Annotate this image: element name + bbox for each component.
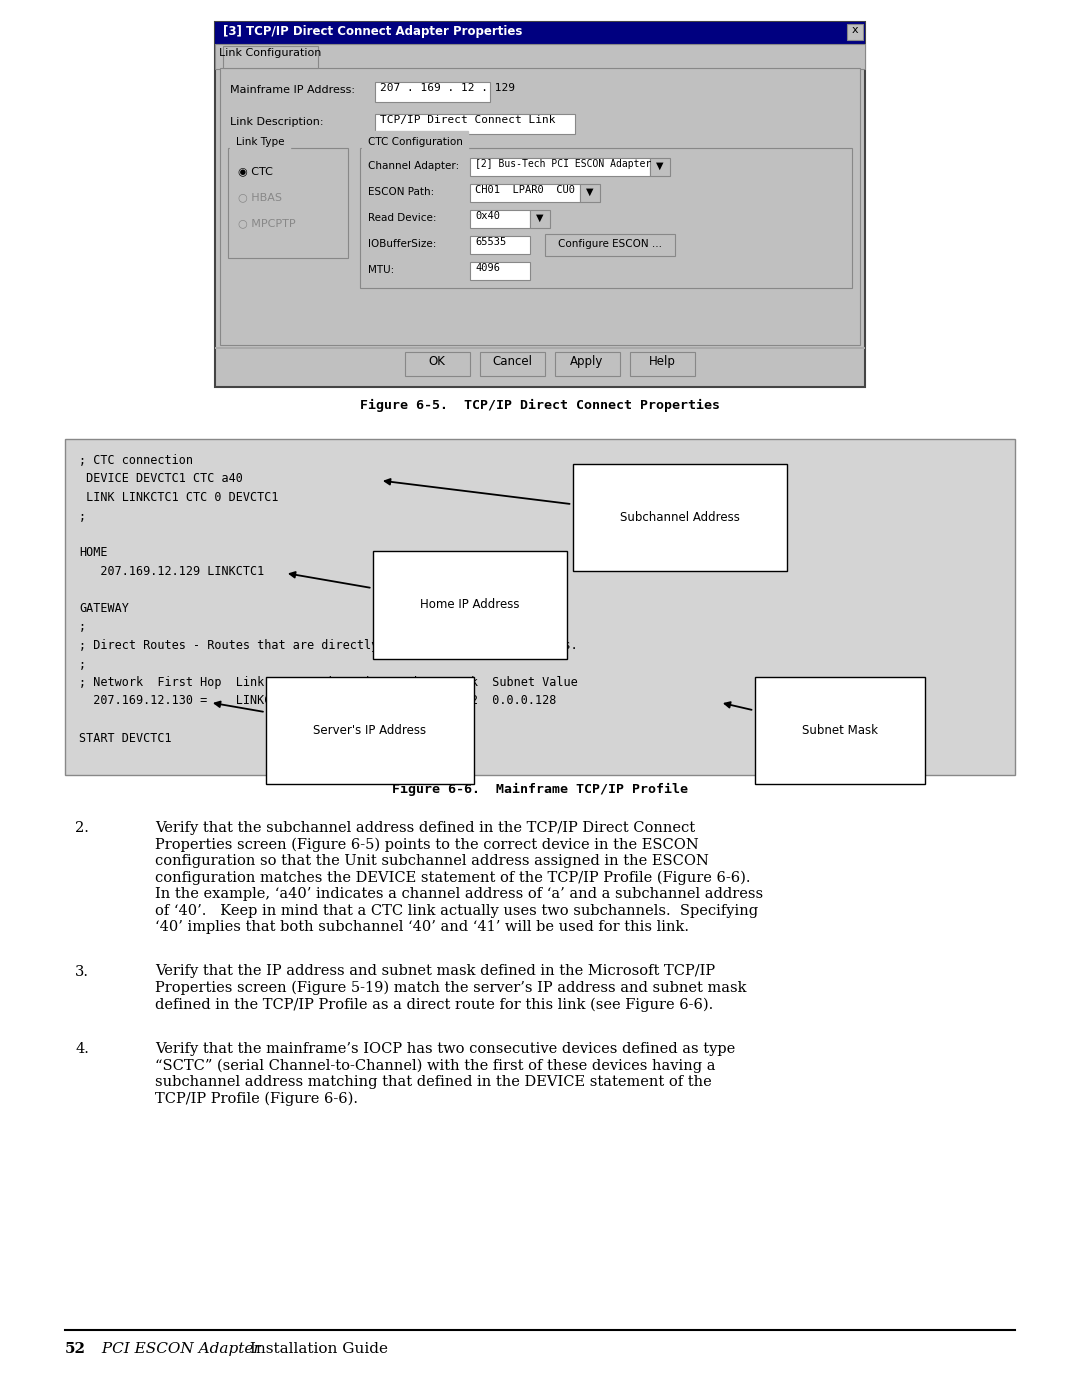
Text: OK: OK bbox=[429, 355, 445, 367]
Text: ;: ; bbox=[79, 620, 86, 633]
Text: Subchannel Address: Subchannel Address bbox=[384, 479, 740, 524]
Bar bbox=[215, 22, 865, 43]
Bar bbox=[470, 263, 530, 279]
Text: 207.169.12.129 LINKCTC1: 207.169.12.129 LINKCTC1 bbox=[79, 564, 265, 578]
Text: Channel Adapter:: Channel Adapter: bbox=[368, 161, 459, 170]
Text: ;: ; bbox=[79, 658, 86, 671]
Text: Help: Help bbox=[649, 355, 675, 367]
Bar bbox=[470, 158, 650, 176]
Bar bbox=[630, 352, 696, 376]
Text: Server's IP Address: Server's IP Address bbox=[215, 701, 427, 736]
Text: 65535: 65535 bbox=[475, 237, 507, 247]
Bar bbox=[470, 184, 580, 203]
Text: ; CTC connection: ; CTC connection bbox=[79, 454, 193, 467]
Text: ‘40’ implies that both subchannel ‘40’ and ‘41’ will be used for this link.: ‘40’ implies that both subchannel ‘40’ a… bbox=[156, 921, 689, 935]
Text: Link Description:: Link Description: bbox=[230, 117, 324, 127]
Text: Configure ESCON ...: Configure ESCON ... bbox=[558, 239, 662, 249]
Text: ○ MPCPTP: ○ MPCPTP bbox=[238, 218, 296, 228]
Bar bbox=[215, 346, 865, 349]
Text: [2] Bus-Tech PCI ESCON Adapter: [2] Bus-Tech PCI ESCON Adapter bbox=[475, 159, 651, 169]
Text: of ‘40’.   Keep in mind that a CTC link actually uses two subchannels.  Specifyi: of ‘40’. Keep in mind that a CTC link ac… bbox=[156, 904, 758, 918]
Text: ▼: ▼ bbox=[537, 212, 543, 224]
Text: 3.: 3. bbox=[75, 964, 89, 978]
Text: MTU:: MTU: bbox=[368, 265, 394, 275]
Bar bbox=[375, 82, 490, 102]
Text: TCP/IP Direct Connect Link: TCP/IP Direct Connect Link bbox=[380, 115, 555, 124]
Text: ; Direct Routes - Routes that are directly connected to my interfaces.: ; Direct Routes - Routes that are direct… bbox=[79, 638, 578, 652]
Text: Figure 6-6.  Mainframe TCP/IP Profile: Figure 6-6. Mainframe TCP/IP Profile bbox=[392, 782, 688, 796]
Bar bbox=[470, 236, 530, 254]
Text: GATEWAY: GATEWAY bbox=[79, 602, 129, 615]
Bar bbox=[215, 22, 865, 387]
Text: Installation Guide: Installation Guide bbox=[245, 1343, 388, 1356]
Text: configuration so that the Unit subchannel address assigned in the ESCON: configuration so that the Unit subchanne… bbox=[156, 854, 708, 868]
Text: Mainframe IP Address:: Mainframe IP Address: bbox=[230, 85, 355, 95]
Text: ▼: ▼ bbox=[586, 187, 594, 197]
Text: 4096: 4096 bbox=[475, 263, 500, 272]
Text: x: x bbox=[852, 25, 859, 35]
Bar bbox=[375, 115, 575, 134]
Text: Cancel: Cancel bbox=[492, 355, 532, 367]
Text: HOME: HOME bbox=[79, 546, 108, 560]
Text: ;: ; bbox=[79, 510, 86, 522]
Bar bbox=[65, 439, 1015, 775]
Text: Read Device:: Read Device: bbox=[368, 212, 436, 224]
Text: In the example, ‘a40’ indicates a channel address of ‘a’ and a subchannel addres: In the example, ‘a40’ indicates a channe… bbox=[156, 887, 764, 901]
Text: 52: 52 bbox=[65, 1343, 86, 1356]
Bar bbox=[555, 352, 620, 376]
Text: Link Configuration: Link Configuration bbox=[219, 47, 321, 59]
Text: 2.: 2. bbox=[75, 821, 89, 835]
Text: PCI ESCON Adapter: PCI ESCON Adapter bbox=[97, 1343, 260, 1356]
Bar bbox=[215, 43, 865, 68]
Text: TCP/IP Profile (Figure 6-6).: TCP/IP Profile (Figure 6-6). bbox=[156, 1091, 357, 1106]
Bar bbox=[530, 210, 550, 228]
Text: configuration matches the DEVICE statement of the TCP/IP Profile (Figure 6-6).: configuration matches the DEVICE stateme… bbox=[156, 870, 751, 884]
Text: 4.: 4. bbox=[75, 1042, 89, 1056]
Text: ▼: ▼ bbox=[657, 161, 664, 170]
Bar bbox=[470, 210, 530, 228]
Bar bbox=[480, 352, 545, 376]
Text: Properties screen (Figure 6-5) points to the correct device in the ESCON: Properties screen (Figure 6-5) points to… bbox=[156, 837, 699, 852]
Text: ○ HBAS: ○ HBAS bbox=[238, 191, 282, 203]
Text: ESCON Path:: ESCON Path: bbox=[368, 187, 434, 197]
Bar bbox=[580, 184, 600, 203]
Bar bbox=[228, 148, 348, 258]
Text: START DEVCTC1: START DEVCTC1 bbox=[79, 732, 172, 745]
Text: Properties screen (Figure 5-19) match the server’s IP address and subnet mask: Properties screen (Figure 5-19) match th… bbox=[156, 981, 746, 996]
Text: Home IP Address: Home IP Address bbox=[289, 571, 519, 612]
Text: LINK LINKCTC1 CTC 0 DEVCTC1: LINK LINKCTC1 CTC 0 DEVCTC1 bbox=[79, 490, 279, 504]
Text: IOBufferSize:: IOBufferSize: bbox=[368, 239, 436, 249]
Text: Link Type: Link Type bbox=[237, 137, 284, 147]
Bar bbox=[405, 352, 470, 376]
Bar bbox=[220, 68, 860, 345]
Bar bbox=[650, 158, 670, 176]
Text: 207.169.12.130 =    LINKCTC1   4096    255.255.255.192  0.0.0.128: 207.169.12.130 = LINKCTC1 4096 255.255.2… bbox=[79, 694, 556, 707]
Text: 0x40: 0x40 bbox=[475, 211, 500, 221]
Text: Verify that the IP address and subnet mask defined in the Microsoft TCP/IP: Verify that the IP address and subnet ma… bbox=[156, 964, 715, 978]
Bar bbox=[545, 235, 675, 256]
Bar bbox=[847, 24, 863, 41]
Text: Subnet Mask: Subnet Mask bbox=[725, 703, 878, 736]
Text: defined in the TCP/IP Profile as a direct route for this link (see Figure 6-6).: defined in the TCP/IP Profile as a direc… bbox=[156, 997, 713, 1011]
Bar bbox=[360, 148, 852, 288]
Text: Figure 6-5.  TCP/IP Direct Connect Properties: Figure 6-5. TCP/IP Direct Connect Proper… bbox=[360, 400, 720, 412]
Text: Apply: Apply bbox=[570, 355, 604, 367]
Text: CH01  LPAR0  CU0: CH01 LPAR0 CU0 bbox=[475, 184, 575, 196]
Text: DEVICE DEVCTC1 CTC a40: DEVICE DEVCTC1 CTC a40 bbox=[79, 472, 243, 486]
Text: [3] TCP/IP Direct Connect Adapter Properties: [3] TCP/IP Direct Connect Adapter Proper… bbox=[222, 25, 523, 38]
Text: ; Network  First Hop  Link Name Packet Size  Subnet Mask  Subnet Value: ; Network First Hop Link Name Packet Siz… bbox=[79, 676, 578, 689]
Text: 207 . 169 . 12 . 129: 207 . 169 . 12 . 129 bbox=[380, 82, 515, 94]
Text: Verify that the mainframe’s IOCP has two consecutive devices defined as type: Verify that the mainframe’s IOCP has two… bbox=[156, 1042, 735, 1056]
Bar bbox=[222, 46, 318, 68]
Text: ◉ CTC: ◉ CTC bbox=[238, 166, 273, 176]
Text: “SCTC” (serial Channel-to-Channel) with the first of these devices having a: “SCTC” (serial Channel-to-Channel) with … bbox=[156, 1059, 715, 1073]
Text: subchannel address matching that defined in the DEVICE statement of the: subchannel address matching that defined… bbox=[156, 1076, 712, 1090]
Text: Verify that the subchannel address defined in the TCP/IP Direct Connect: Verify that the subchannel address defin… bbox=[156, 821, 696, 835]
Text: CTC Configuration: CTC Configuration bbox=[368, 137, 463, 147]
